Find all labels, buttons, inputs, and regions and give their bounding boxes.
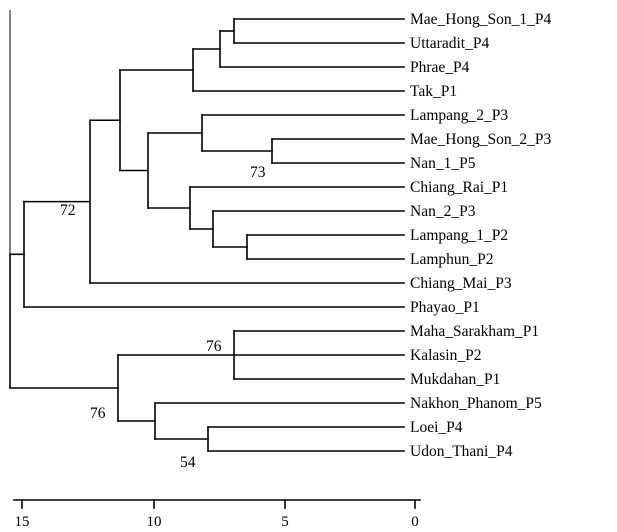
bootstrap-label-northeast-cluster: 76 [90,405,106,422]
leaf-label: Phayao_P1 [410,299,480,316]
leaf-label: Chiang_Mai_P3 [410,275,512,292]
leaf-label: Chiang_Rai_P1 [410,179,508,196]
scale-tick-label-15: 15 [15,514,30,530]
leaf-label: Uttaradit_P4 [410,35,489,52]
leaf-label: Nakhon_Phanom_P5 [410,395,542,412]
leaf-label: Nan_1_P5 [410,155,476,172]
leaf-label: Lampang_1_P2 [410,227,508,244]
distance-scale-bar: 15 10 5 0 [13,499,421,530]
leaf-label: Lampang_2_P3 [410,107,508,124]
leaf-label: Phrae_P4 [410,59,470,76]
leaf-labels: Mae_Hong_Son_1_P4 Uttaradit_P4 Phrae_P4 Tak… [410,11,551,460]
scale-tick-label-5: 5 [281,514,289,530]
bootstrap-label-nan1-cluster: 73 [250,164,266,181]
leaf-label: Mae_Hong_Son_2_P3 [410,131,551,148]
leaf-label: Udon_Thani_P4 [410,443,513,460]
bootstrap-label-northern-cluster: 72 [60,202,76,219]
leaf-label: Tak_P1 [410,83,457,100]
bootstrap-label-northeast-subcluster: 76 [206,338,222,355]
leaf-label: Mukdahan_P1 [410,371,500,388]
leaf-label: Mae_Hong_Son_1_P4 [410,11,551,28]
leaf-label: Maha_Sarakham_P1 [410,323,539,340]
leaf-label: Lamphun_P2 [410,251,494,268]
scale-tick-label-0: 0 [411,514,419,530]
leaf-label: Nan_2_P3 [410,203,476,220]
tree-branches [9,18,405,452]
bootstrap-label-loei-udon: 54 [180,454,196,471]
scale-tick-label-10: 10 [147,514,162,530]
leaf-label: Loei_P4 [410,419,463,436]
leaf-label: Kalasin_P2 [410,347,481,364]
